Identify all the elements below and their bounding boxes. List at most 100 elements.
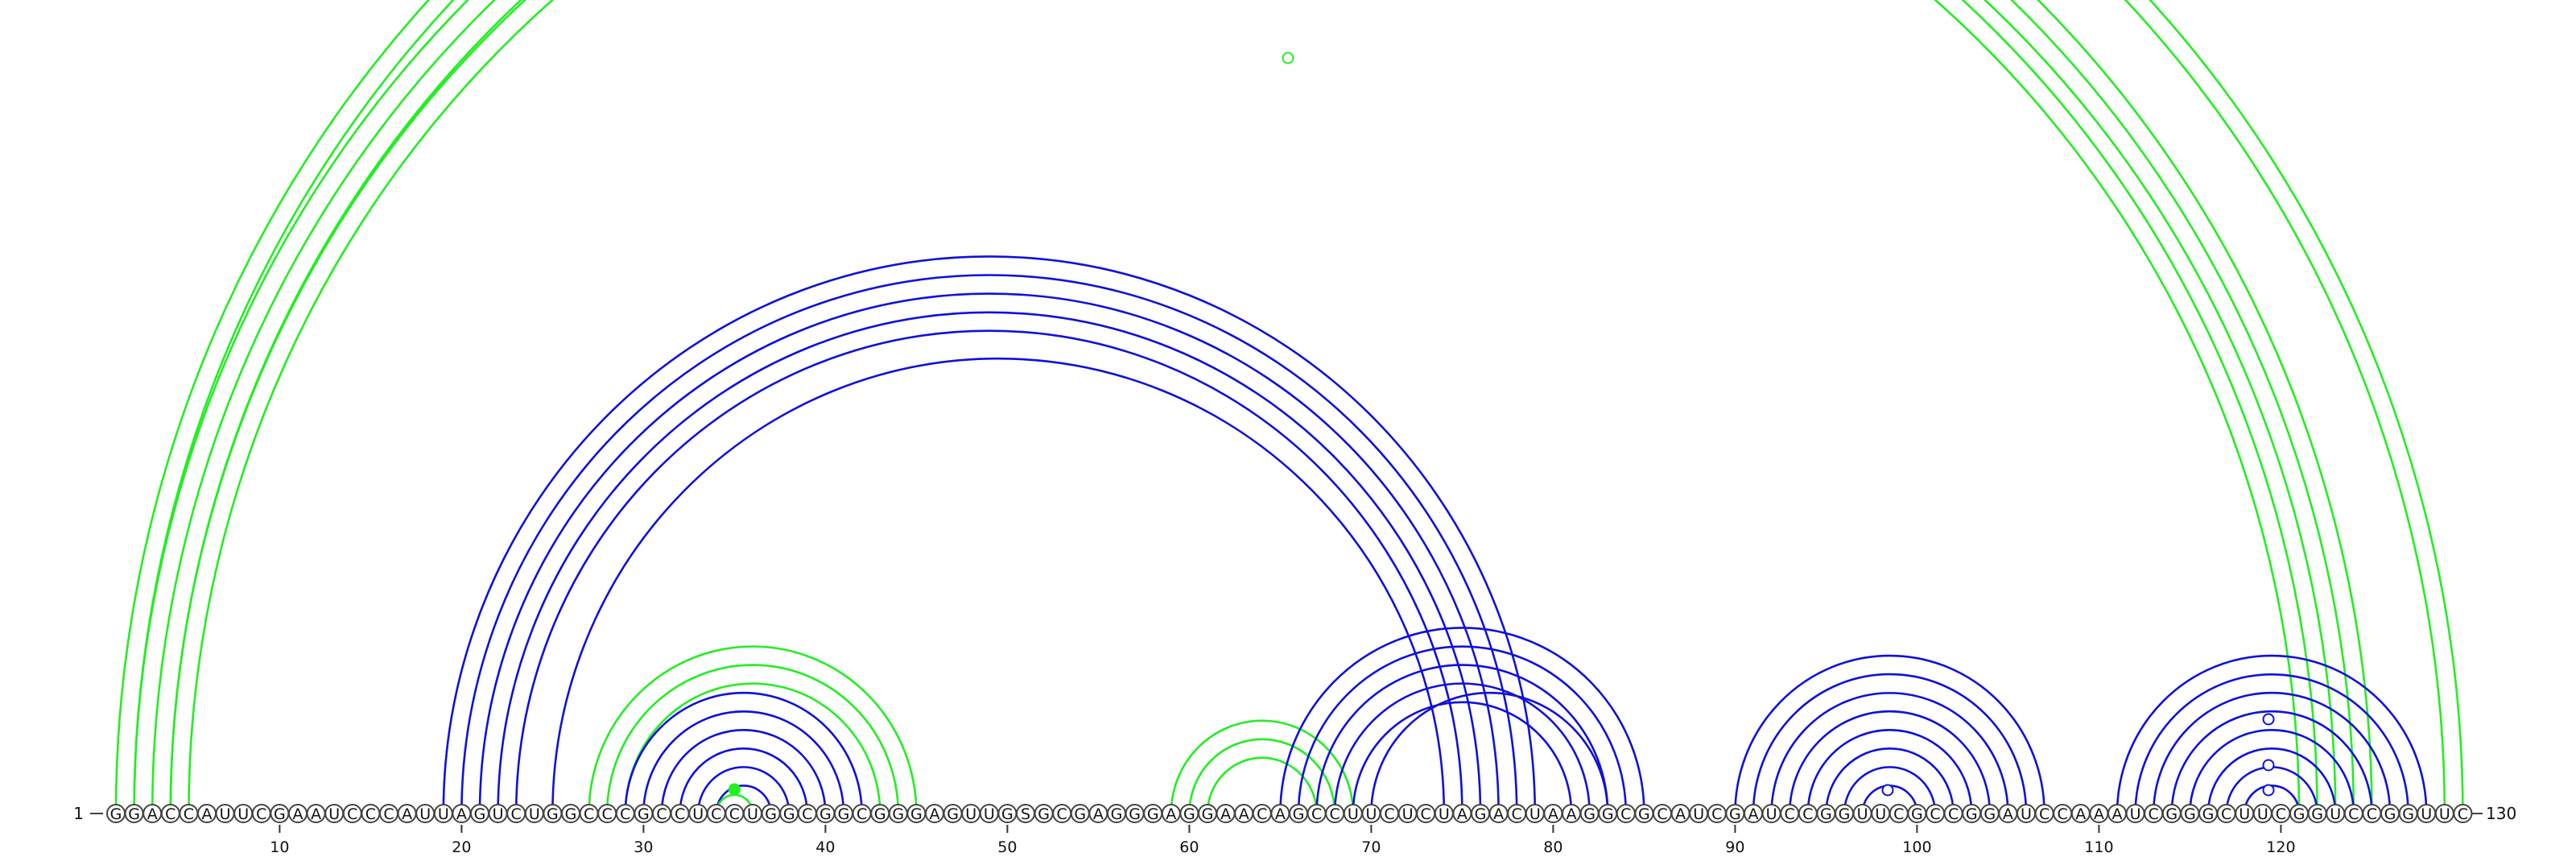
base-pair-arc	[169, 0, 2318, 814]
nucleotide: G	[815, 804, 836, 823]
nucleotide: U	[1343, 804, 1363, 823]
base-pair-arc	[660, 729, 827, 814]
nucleotide: C	[342, 804, 362, 823]
base-pair-arc	[1297, 645, 1628, 814]
nucleotide-letter: C	[184, 805, 194, 823]
base-pair-arc	[2116, 654, 2428, 814]
nucleotide: A	[1744, 804, 1763, 823]
nucleotide: G	[543, 804, 563, 823]
axis-tick-label: 110	[2084, 838, 2113, 856]
nucleotide-letter: G	[1911, 805, 1923, 823]
nucleotide: G	[270, 804, 290, 823]
base-pair-arc	[1752, 673, 2028, 814]
nucleotide: C	[2362, 804, 2382, 823]
nucleotide-letter: U	[220, 805, 231, 823]
nucleotide: C	[1325, 804, 1345, 823]
nucleotide: A	[2107, 804, 2127, 823]
base-pair-arc	[588, 645, 918, 814]
nucleotide: A	[2089, 804, 2109, 823]
nucleotide-letter: G	[1183, 805, 1195, 823]
nucleotide: A	[197, 804, 217, 823]
nucleotide-letter: C	[1421, 805, 1431, 823]
nucleotide-letter: C	[2276, 805, 2286, 823]
base-pair-arc	[1370, 691, 1609, 814]
base-pair-arc	[478, 292, 1500, 814]
nucleotide-letter: C	[2348, 805, 2359, 823]
nucleotide-letter: U	[328, 805, 340, 823]
nucleotide-letter: G	[783, 805, 795, 823]
nucleotide-letter: G	[2293, 805, 2306, 823]
nucleotide-letter: G	[2311, 805, 2323, 823]
nucleotide-letter: G	[1293, 805, 1305, 823]
nucleotide-letter: U	[692, 805, 704, 823]
nucleotide-letter: G	[2202, 805, 2215, 823]
nucleotide-letter: U	[1693, 805, 1704, 823]
base-pair-arc	[169, 0, 2337, 814]
nucleotide-letter: C	[1057, 805, 1067, 823]
nucleotide-letter: C	[1330, 805, 1340, 823]
nucleotide: U	[1397, 804, 1418, 823]
nucleotide-letter: A	[1493, 805, 1504, 823]
nucleotide: C	[1943, 804, 1963, 823]
nucleotide-letter: U	[2021, 805, 2032, 823]
nucleotide-letter: A	[1675, 805, 1686, 823]
nucleotide-letter: A	[2112, 805, 2123, 823]
nucleotide: A	[452, 804, 472, 823]
nucleotide: A	[1216, 804, 1236, 823]
base-pair-arc	[696, 766, 791, 814]
nucleotide-letter: G	[838, 805, 850, 823]
nucleotide-letter: C	[256, 805, 266, 823]
nucleotide-letter: A	[202, 805, 213, 823]
nucleotide-letter: C	[2367, 805, 2377, 823]
nucleotide-letter: C	[711, 805, 721, 823]
axis-tick-label: 60	[1179, 838, 1199, 856]
nucleotide: C	[1416, 804, 1436, 823]
nucleotide-letter: G	[1602, 805, 1614, 823]
nucleotide-letter: G	[1147, 805, 1159, 823]
nucleotide: U	[688, 804, 708, 823]
nucleotide: C	[1798, 804, 1818, 823]
nucleotide-letter: G	[565, 805, 577, 823]
base-pair-arc	[1352, 701, 1573, 814]
nucleotide: A	[1161, 804, 1181, 823]
nucleotide-letter: C	[729, 805, 740, 823]
axis-tick-label: 20	[452, 838, 471, 856]
nucleotide: G	[1471, 804, 1490, 823]
nucleotide-letter: U	[2330, 805, 2341, 823]
nucleotide: C	[361, 804, 381, 823]
nucleotide: G	[870, 804, 890, 823]
ticks-layer: 10 20 30 40 50 60 70 80 90 100 110 120	[270, 825, 2296, 856]
nucleotide: C	[2053, 804, 2073, 823]
markers-layer	[728, 52, 2275, 797]
nucleotide-letter: A	[2075, 805, 2086, 823]
nucleotide-letter: C	[1657, 805, 1667, 823]
base-pair-arc	[1843, 766, 1937, 814]
nucleotide: U	[524, 804, 544, 823]
axis-tick-label: 100	[1902, 838, 1931, 856]
nucleotide-letter: C	[2058, 805, 2068, 823]
nucleotide-letter: A	[147, 805, 158, 823]
nucleotide: A	[288, 804, 308, 823]
base-pair-arc	[2170, 710, 2373, 814]
nucleotide: C	[1252, 804, 1272, 823]
nucleotide: C	[615, 804, 635, 823]
nucleotide-letter: C	[1785, 805, 1795, 823]
nucleotide-letter: C	[1930, 805, 1940, 823]
nucleotide: G	[1179, 804, 1199, 823]
nucleotide-circle	[2453, 804, 2473, 823]
axis-tick-label: 120	[2266, 838, 2295, 856]
nucleotide: C	[2034, 804, 2054, 823]
nucleotide: G	[634, 804, 654, 823]
nucleotide-letter: C	[365, 805, 376, 823]
nucleotide: G	[561, 804, 580, 823]
axis-tick-label: 40	[815, 838, 835, 856]
nucleotide-letter: C	[2039, 805, 2050, 823]
nucleotide: G	[834, 804, 853, 823]
nucleotide-letter: G	[1729, 805, 1741, 823]
base-pair-arc	[460, 274, 1518, 814]
base-pair-arc	[497, 311, 1482, 814]
nucleotide: C	[1052, 804, 1072, 823]
nucleotide-letter: G	[2384, 805, 2396, 823]
nucleotide: A	[1998, 804, 2018, 823]
